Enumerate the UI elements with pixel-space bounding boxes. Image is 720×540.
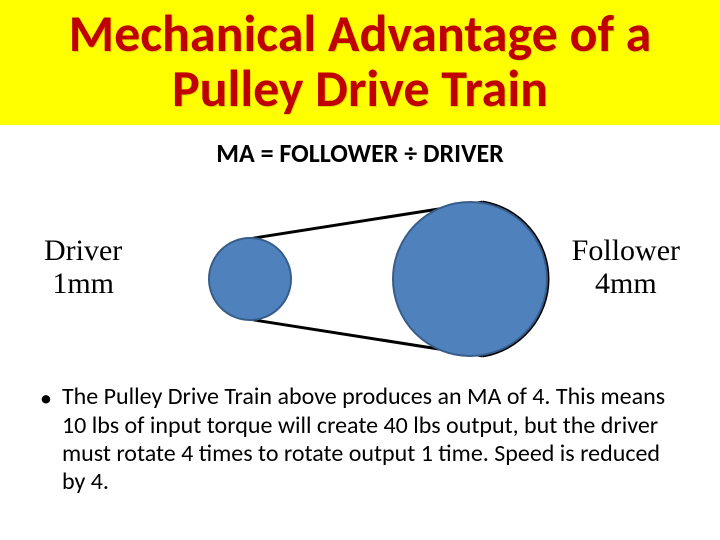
driver-size: 1mm xyxy=(44,267,122,300)
bullet-icon: • xyxy=(40,383,52,496)
body-text: The Pulley Drive Train above produces an… xyxy=(62,383,680,496)
follower-name: Follower xyxy=(572,234,680,267)
formula: MA = FOLLOWER ÷ DRIVER xyxy=(0,137,720,169)
body-paragraph: • The Pulley Drive Train above produces … xyxy=(0,379,720,496)
driver-name: Driver xyxy=(44,234,122,267)
driver-label: Driver 1mm xyxy=(44,234,122,300)
title-band: Mechanical Advantage of a Pulley Drive T… xyxy=(0,0,720,125)
page-title: Mechanical Advantage of a Pulley Drive T… xyxy=(8,6,712,115)
follower-size: 4mm xyxy=(572,267,680,300)
pulley-svg xyxy=(160,184,560,374)
pulley-diagram: Driver 1mm Follower 4mm xyxy=(0,179,720,379)
follower-label: Follower 4mm xyxy=(572,234,680,300)
